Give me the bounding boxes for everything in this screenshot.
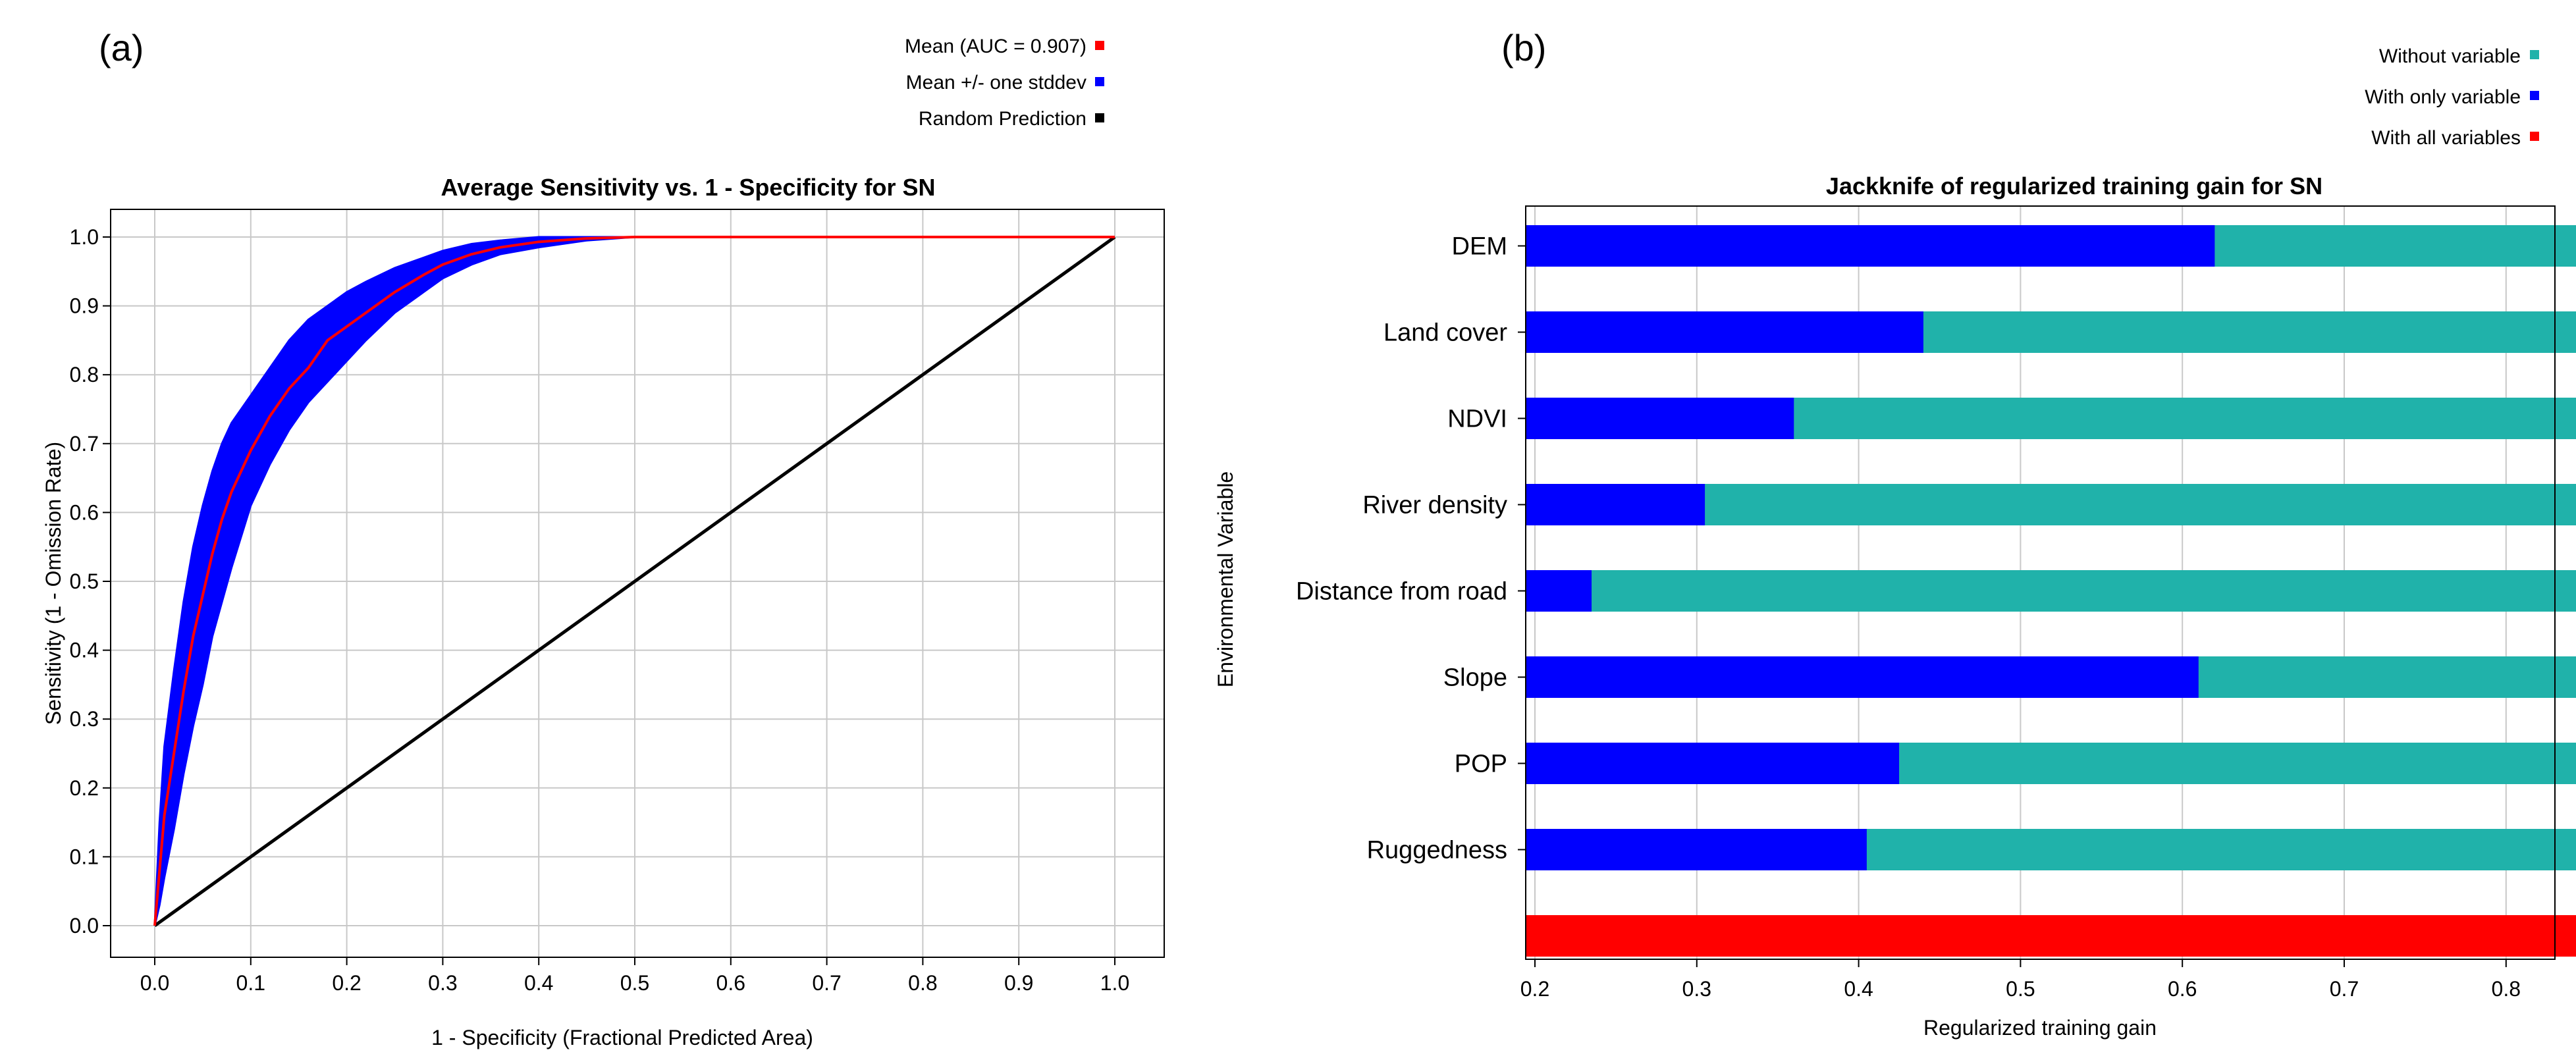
legend-a-random-swatch — [1095, 113, 1104, 122]
bar-with-only-variable — [1526, 484, 1705, 525]
bar-with-only-variable — [1526, 743, 1900, 784]
x-tick-label: 0.4 — [524, 971, 553, 995]
y-tick-label: 1.0 — [70, 225, 99, 249]
legend-a-stddev-swatch — [1095, 77, 1104, 86]
mean-roc-line — [153, 236, 1115, 926]
x-tick-label: 0.3 — [1682, 977, 1711, 1001]
bar-with-only-variable — [1526, 656, 2199, 698]
y-tick-label: 0.5 — [70, 569, 99, 593]
panel-b-category-labels: DEM Land cover NDVI River density Distance f… — [1296, 233, 1526, 864]
panel-a-y-ticks: 0.0 0.1 0.2 0.3 0.4 0.5 0.6 0.7 0.8 0.9 1.0 — [70, 225, 111, 938]
panel-a-legend: Mean (AUC = 0.907) Mean +/- one stddev R… — [905, 36, 1104, 130]
y-tick-label: 0.7 — [70, 432, 99, 456]
bar-with-only-variable — [1526, 398, 1794, 439]
category-label: Ruggedness — [1367, 837, 1507, 864]
random-prediction-line — [153, 235, 1116, 928]
legend-b-without-label: Without variable — [2379, 45, 2521, 67]
legend-a-mean-label: Mean (AUC = 0.907) — [905, 36, 1087, 57]
y-tick-label: 0.6 — [70, 500, 99, 524]
category-label: DEM — [1452, 233, 1507, 261]
panel-a-label: (a) — [99, 27, 144, 68]
panel-b-legend: Without variable With only variable With… — [2365, 45, 2539, 149]
legend-b-without-swatch — [2530, 50, 2539, 59]
x-tick-label: 0.2 — [332, 971, 361, 995]
y-tick-label: 0.3 — [70, 707, 99, 731]
panel-a-lines — [153, 235, 1116, 928]
x-tick-label: 0.5 — [620, 971, 649, 995]
x-tick-label: 0.9 — [1004, 971, 1033, 995]
bar-with-only-variable — [1526, 829, 1867, 870]
x-tick-label: 0.3 — [428, 971, 457, 995]
bar-with-only-variable — [1526, 225, 2215, 267]
category-label: POP — [1455, 751, 1507, 778]
panel-b-label: (b) — [1501, 27, 1546, 68]
legend-b-all-label: With all variables — [2371, 127, 2521, 149]
x-tick-label: 0.8 — [908, 971, 937, 995]
panel-a: (a) Mean (AUC = 0.907) Mean +/- one stdd… — [41, 27, 1165, 1049]
panel-b: (b) Without variable With only variable … — [1214, 27, 2576, 1040]
x-tick-label: 0.6 — [2168, 977, 2197, 1001]
y-tick-label: 0.9 — [70, 294, 99, 318]
x-tick-label: 0.1 — [236, 971, 265, 995]
panel-b-title: Jackknife of regularized training gain f… — [1826, 172, 2322, 199]
panel-a-plot-frame — [110, 209, 1165, 958]
panel-b-x-ticks: 0.20.30.40.50.60.70.80.91.01.11.21.31.4 — [1520, 959, 2521, 1001]
x-tick-label: 0.5 — [2006, 977, 2035, 1001]
legend-b-only-swatch — [2530, 91, 2539, 100]
legend-b-all-swatch — [2530, 132, 2539, 141]
category-label: River density — [1362, 492, 1507, 519]
panel-b-y-axis-label: Environmental Variable — [1214, 471, 1237, 687]
legend-b-only-label: With only variable — [2365, 86, 2521, 108]
category-label: Land cover — [1383, 319, 1507, 347]
bar-with-only-variable — [1526, 311, 1923, 353]
legend-a-mean-swatch — [1095, 41, 1104, 50]
y-tick-label: 0.2 — [70, 776, 99, 800]
x-tick-label: 0.2 — [1520, 977, 1549, 1001]
legend-a-random-label: Random Prediction — [919, 108, 1087, 130]
category-label: NDVI — [1447, 406, 1507, 433]
x-tick-label: 0.7 — [2330, 977, 2359, 1001]
panel-a-y-axis-label: Sensitivity (1 - Omission Rate) — [41, 442, 65, 725]
panel-a-x-axis-label: 1 - Specificity (Fractional Predicted Ar… — [431, 1026, 813, 1049]
y-tick-label: 0.4 — [70, 639, 99, 662]
y-tick-label: 0.8 — [70, 363, 99, 386]
bar-with-all-variables — [1526, 915, 2576, 957]
x-tick-label: 0.7 — [812, 971, 841, 995]
category-label: Slope — [1443, 664, 1507, 692]
panel-a-stddev-band — [153, 236, 1115, 926]
bar-without-variable — [1526, 570, 2576, 612]
panel-a-title: Average Sensitivity vs. 1 - Specificity … — [441, 174, 936, 201]
x-tick-label: 0.8 — [2492, 977, 2521, 1001]
y-tick-label: 0.1 — [70, 845, 99, 868]
panel-a-x-ticks: 0.0 0.1 0.2 0.3 0.4 0.5 0.6 0.7 0.8 0.9 1.0 — [140, 957, 1129, 995]
x-tick-label: 0.0 — [140, 971, 169, 995]
y-tick-label: 0.0 — [70, 914, 99, 938]
x-tick-label: 0.6 — [716, 971, 745, 995]
panel-b-bars — [1526, 225, 2576, 957]
bar-with-only-variable — [1526, 570, 1592, 612]
stddev-band — [153, 236, 1115, 926]
x-tick-label: 1.0 — [1100, 971, 1129, 995]
x-tick-label: 0.4 — [1844, 977, 1873, 1001]
panel-a-grid — [111, 209, 1164, 957]
legend-a-stddev-label: Mean +/- one stddev — [906, 72, 1087, 93]
category-label: Distance from road — [1296, 578, 1507, 606]
panel-b-plot-frame — [1525, 205, 2556, 960]
panel-b-x-axis-label: Regularized training gain — [1923, 1016, 2157, 1040]
